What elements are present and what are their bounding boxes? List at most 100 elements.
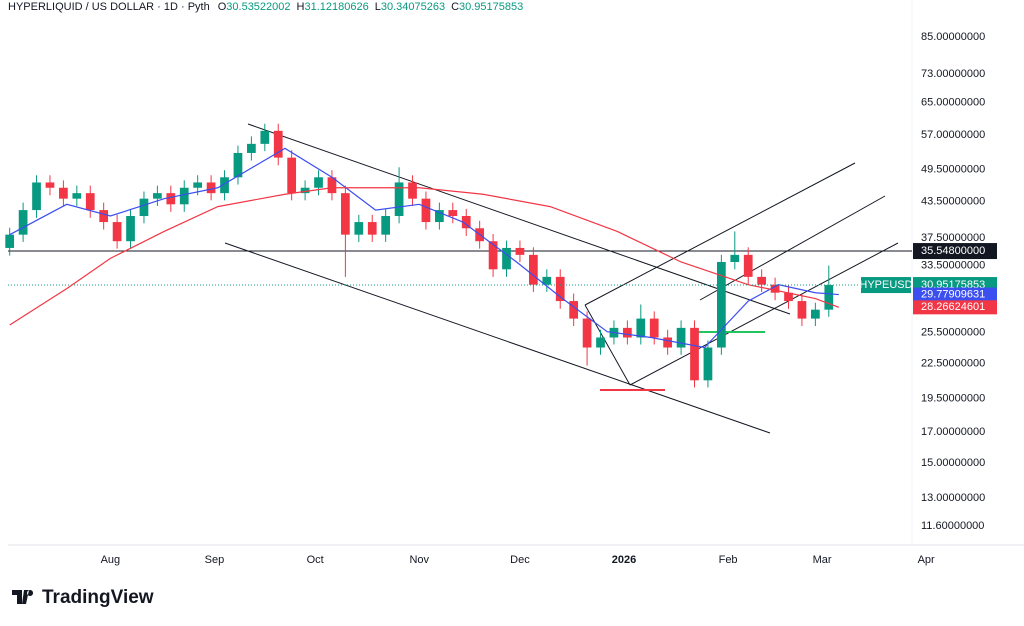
- candle-body: [408, 182, 417, 199]
- ohlc-value: 31.12180626: [304, 1, 368, 13]
- candle-body: [314, 177, 323, 188]
- x-tick-label: Aug: [101, 554, 121, 566]
- candle-body: [703, 347, 713, 381]
- candle-body: [341, 193, 350, 235]
- ohlc-header: O30.53522002 H31.12180626 L30.34075263 C30.…: [218, 1, 524, 13]
- drawings: [224, 123, 899, 434]
- trend-line: [584, 304, 631, 386]
- candle-body: [381, 216, 391, 235]
- candle-body: [260, 130, 270, 144]
- y-tick-label: 85.00000000: [921, 31, 985, 43]
- ohlc-key: L: [375, 1, 381, 13]
- candle-body: [421, 198, 431, 223]
- trend-line: [629, 242, 899, 386]
- y-tick-label: 17.00000000: [921, 426, 985, 438]
- x-tick-label: Mar: [813, 554, 832, 566]
- ohlc-key: C: [451, 1, 459, 13]
- candle-body: [5, 234, 15, 248]
- candle-body: [730, 254, 740, 262]
- ohlc-value: 30.95175853: [459, 1, 523, 13]
- candle-body: [717, 261, 726, 348]
- candle-body: [220, 177, 229, 194]
- trend-line: [224, 242, 771, 434]
- candle-body: [18, 210, 28, 235]
- ohlc-value: 30.34075263: [381, 1, 445, 13]
- candle-body: [502, 247, 511, 270]
- trend-line: [699, 195, 886, 301]
- hline-tag: [913, 243, 997, 260]
- candle-body: [112, 222, 122, 242]
- candle-body: [784, 292, 793, 302]
- x-tick-label: Dec: [510, 554, 530, 566]
- candle-body: [32, 182, 41, 211]
- candle-body: [690, 327, 699, 381]
- y-tick-label: 33.50000000: [921, 260, 985, 272]
- candle-body: [59, 187, 68, 199]
- y-tick-label: 19.50000000: [921, 392, 985, 404]
- y-tick-label: 13.00000000: [921, 492, 985, 504]
- ma-label: 29.77909631: [921, 288, 985, 300]
- ohlc-key: O: [218, 1, 227, 13]
- candle-body: [327, 177, 337, 194]
- x-tick-label: Oct: [307, 554, 324, 566]
- candle-body: [743, 254, 753, 277]
- candle-body: [206, 182, 216, 194]
- candle-body: [488, 241, 498, 270]
- candle-body: [394, 182, 404, 217]
- moving-average: [9, 147, 839, 349]
- candle-body: [300, 187, 310, 194]
- trend-line: [247, 123, 791, 315]
- ma-tag: [913, 300, 997, 315]
- x-tick-label: Apr: [918, 554, 935, 566]
- candle-body: [179, 187, 189, 205]
- candle-body: [193, 182, 203, 188]
- candle-body: [247, 143, 256, 153]
- candle-body: [757, 276, 767, 285]
- x-tick-label: Sep: [205, 554, 225, 566]
- candle-body: [649, 318, 659, 338]
- candle-body: [676, 327, 686, 348]
- chart-title: HYPERLIQUID / US DOLLAR · 1D · Pyth: [8, 1, 210, 13]
- candle-body: [233, 152, 243, 178]
- candle-body: [555, 276, 565, 302]
- candle-body: [85, 193, 95, 211]
- y-tick-label: 49.50000000: [921, 164, 985, 176]
- candle-body: [797, 301, 807, 319]
- chart-header: HYPERLIQUID / US DOLLAR · 1D · Pyth O30.5…: [8, 1, 523, 13]
- ohlc-key: H: [297, 1, 305, 13]
- hline-label: 35.54800000: [921, 245, 985, 257]
- candle-body: [139, 198, 149, 217]
- candle-body: [582, 318, 592, 348]
- moving-average: [9, 187, 840, 326]
- candle-body: [810, 309, 820, 319]
- symbol-label: HYPEUSD: [859, 279, 912, 291]
- candle-body: [596, 337, 605, 348]
- candle-body: [515, 247, 525, 255]
- candle-body: [45, 182, 55, 188]
- y-tick-label: 73.00000000: [921, 68, 985, 80]
- candle-body: [367, 222, 377, 235]
- y-tick-label: 15.00000000: [921, 457, 985, 469]
- y-tick-label: 43.50000000: [921, 195, 985, 207]
- y-tick-label: 11.60000000: [921, 520, 984, 532]
- y-tick-label: 57.00000000: [921, 129, 985, 141]
- candle-body: [435, 210, 444, 223]
- y-tick-label: 25.50000000: [921, 327, 985, 339]
- candle-body: [770, 284, 780, 293]
- candle-body: [569, 301, 579, 319]
- candle-body: [623, 327, 632, 338]
- candle-body: [448, 210, 458, 217]
- candle-body: [529, 254, 538, 285]
- logo-icon: [12, 590, 34, 604]
- candle-body: [663, 337, 673, 348]
- candle-body: [99, 210, 109, 223]
- y-tick-label: 65.00000000: [921, 97, 985, 109]
- candle-body: [542, 276, 552, 285]
- x-tick-label: Nov: [409, 554, 429, 566]
- ma-label: 28.26624601: [921, 301, 985, 313]
- ohlc-value: 30.53522002: [226, 1, 290, 13]
- candle-body: [354, 222, 364, 235]
- candle-body: [72, 193, 82, 199]
